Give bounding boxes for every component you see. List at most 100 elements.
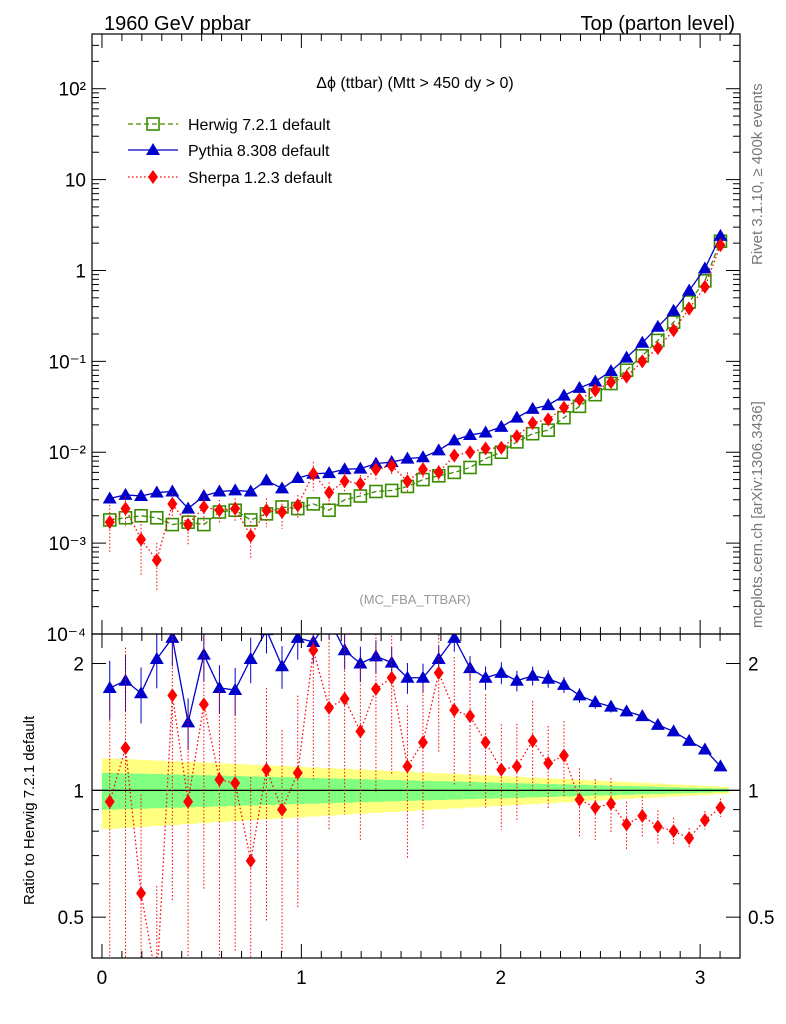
x-tick-label: 0 (97, 968, 108, 989)
ratio-y-tick-label-right: 2 (748, 655, 759, 676)
sherpa-ratio-point (308, 643, 319, 658)
y-tick-label: 10² (59, 80, 86, 101)
ratio-y-tick-label-right: 1 (748, 781, 759, 802)
pythia-point (478, 425, 493, 438)
band-inner-bin (195, 775, 213, 807)
herwig-point (353, 489, 368, 503)
sherpa-ratio-point (637, 808, 648, 823)
header-right-label: Top (parton level) (580, 13, 735, 35)
herwig-point (322, 503, 336, 518)
pythia-point (463, 427, 478, 440)
pythia-point (134, 488, 149, 501)
pythia-ratio-point (603, 699, 618, 712)
sherpa-ratio-point (715, 800, 726, 815)
sherpa-ratio-point (668, 824, 679, 839)
pythia-ratio-point (322, 612, 336, 624)
pythia-ratio-point (415, 670, 430, 683)
sherpa-point (621, 369, 632, 384)
sherpa-ratio-point (699, 813, 710, 828)
chart-title: Δϕ (ttbar) (Mtt > 450 dy > 0) (316, 75, 514, 92)
sherpa-point (511, 429, 522, 444)
sherpa-point (277, 504, 288, 519)
herwig-point (165, 517, 180, 532)
sherpa-ratio-point (417, 735, 428, 750)
herwig-point (197, 517, 211, 532)
mcplots-source-label: mcplots.cern.ch [arXiv:1306.3436] (749, 401, 766, 628)
pythia-point (541, 398, 556, 411)
sherpa-point (465, 445, 476, 460)
sherpa-ratio-point (605, 796, 616, 811)
pythia-ratio-point (682, 733, 697, 746)
sherpa-ratio-point (261, 762, 272, 777)
legend-sherpa-marker (148, 170, 158, 184)
pythia-point (447, 433, 462, 446)
sherpa-line (109, 244, 722, 562)
sherpa-point (292, 498, 303, 513)
pythia-point (322, 466, 337, 479)
ratio-y-axis-label: Ratio to Herwig 7.2.1 default (21, 715, 38, 905)
ratio-y-tick-label-left: 0.5 (58, 908, 84, 929)
pythia-ratio-point (463, 661, 478, 674)
sherpa-ratio-point (465, 709, 476, 724)
pythia-point (259, 473, 274, 486)
sherpa-ratio-point (590, 800, 601, 815)
chart-subtitle: (MC_FBA_TTBAR) (359, 592, 470, 607)
pythia-point (290, 471, 305, 484)
pythia-point (666, 303, 681, 316)
pythia-ratio-point (228, 683, 243, 696)
pythia-point (275, 481, 290, 494)
pythia-point (588, 374, 603, 387)
sherpa-point (151, 553, 162, 568)
sherpa-ratio-point (355, 724, 366, 739)
sherpa-ratio-point (292, 765, 303, 780)
pythia-point (212, 484, 227, 497)
sherpa-ratio-point (684, 831, 695, 846)
legend-sherpa-label: Sherpa 1.2.3 default (188, 170, 333, 187)
pythia-ratio-point (134, 686, 149, 699)
y-tick-label: 10 (65, 171, 86, 192)
sherpa-ratio-point (558, 748, 569, 763)
pythia-point (635, 335, 650, 348)
pythia-ratio-point (275, 659, 290, 672)
herwig-point (150, 510, 164, 525)
sherpa-ratio-line (109, 650, 721, 958)
sherpa-ratio-point (277, 802, 288, 817)
band-inner-bin (133, 773, 150, 809)
pythia-ratio-point (666, 724, 681, 737)
ratio-panel-series (102, 612, 728, 958)
sherpa-ratio-point (198, 697, 209, 712)
sherpa-point (496, 440, 507, 455)
pythia-ratio-point (572, 688, 587, 701)
pythia-ratio-point (635, 709, 650, 722)
sherpa-ratio-point (245, 853, 256, 868)
herwig-line (109, 240, 722, 526)
sherpa-ratio-point (449, 703, 460, 718)
pythia-line (109, 235, 722, 510)
pythia-ratio-point (494, 665, 509, 678)
sherpa-point (449, 448, 460, 463)
pythia-point (572, 380, 587, 393)
sherpa-point (527, 415, 538, 430)
sherpa-ratio-point (621, 817, 632, 832)
legend-pythia-label: Pythia 8.308 default (188, 143, 330, 160)
sherpa-point (167, 496, 178, 511)
sherpa-ratio-point (433, 665, 444, 680)
sherpa-point (605, 375, 616, 390)
axis-ticks: 10⁻⁴ 10⁻³ 10⁻² 10⁻¹ 1 10 10² 0.5 0.5 1 1 2 2 0 1 2 3 (47, 33, 774, 989)
pythia-ratio-point (306, 634, 321, 647)
pythia-point (697, 261, 712, 274)
pythia-ratio-point (243, 651, 258, 664)
sherpa-point (261, 503, 272, 518)
pythia-ratio-point (478, 670, 493, 683)
pythia-point (149, 485, 164, 498)
sherpa-point (370, 462, 381, 477)
herwig-point (447, 465, 462, 480)
sherpa-point (637, 354, 648, 369)
main-panel-series (102, 228, 728, 592)
pythia-ratio-point (650, 717, 665, 730)
pythia-point (165, 484, 180, 497)
sherpa-point (433, 465, 444, 480)
sherpa-point (324, 485, 335, 500)
sherpa-point (245, 528, 256, 543)
